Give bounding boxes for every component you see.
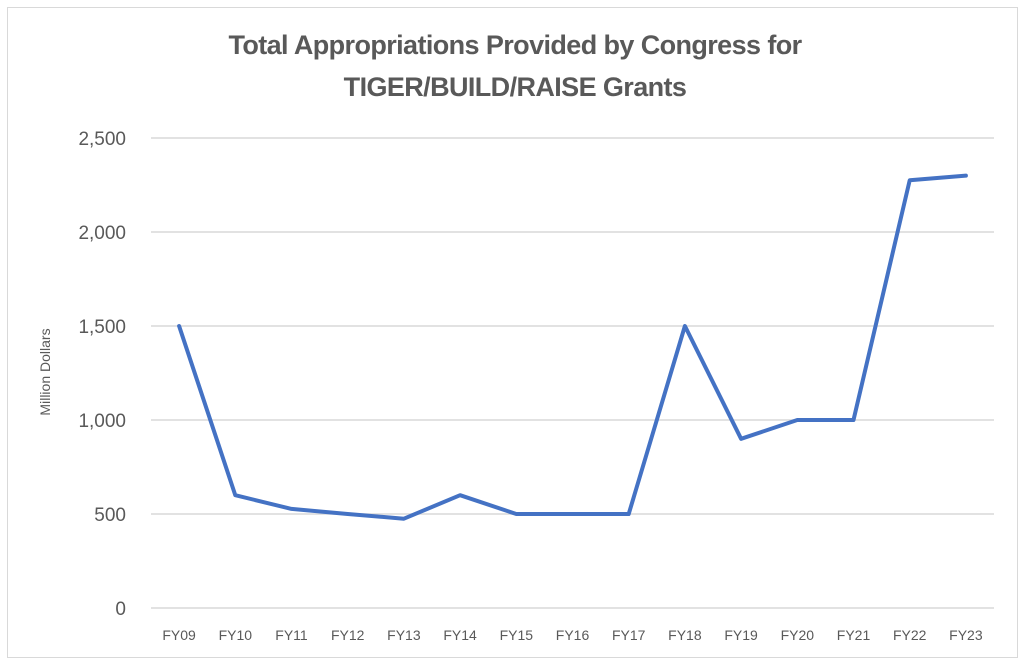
x-tick-label: FY18 [668, 627, 702, 643]
chart-title-line-2: TIGER/BUILD/RAISE Grants [343, 72, 687, 102]
x-tick-label: FY10 [219, 627, 253, 643]
x-tick-label: FY15 [500, 627, 534, 643]
x-tick-label: FY12 [331, 627, 365, 643]
x-tick-label: FY23 [949, 627, 983, 643]
chart-title: Total Appropriations Provided by Congres… [0, 24, 1030, 108]
y-tick-label: 2,500 [78, 129, 126, 150]
x-tick-label: FY11 [275, 627, 308, 643]
x-tick-label: FY13 [387, 627, 421, 643]
series-line [177, 173, 968, 521]
x-axis-tick-labels: FY09 FY10 FY11 FY12 FY13 FY14 FY15 FY16 FY17 FY18… [162, 627, 982, 643]
x-tick-label: FY14 [443, 627, 477, 643]
x-tick-label: FY19 [724, 627, 758, 643]
x-tick-label: FY20 [781, 627, 815, 643]
y-tick-label: 2,000 [78, 223, 126, 244]
y-tick-label: 0 [115, 599, 126, 620]
y-tick-label: 1,000 [78, 411, 126, 432]
x-tick-label: FY22 [893, 627, 927, 643]
y-axis-tick-labels: 0 500 1,000 1,500 2,000 2,500 [78, 129, 126, 620]
chart-frame [7, 7, 1018, 658]
gridlines [151, 137, 994, 609]
y-tick-label: 500 [94, 505, 126, 526]
y-axis-label: Million Dollars [37, 328, 53, 415]
chart-title-line-1: Total Appropriations Provided by Congres… [228, 30, 802, 60]
x-tick-label: FY17 [612, 627, 646, 643]
x-tick-label: FY09 [162, 627, 196, 643]
y-tick-label: 1,500 [78, 317, 126, 338]
x-tick-label: FY21 [837, 627, 871, 643]
x-tick-label: FY16 [556, 627, 590, 643]
